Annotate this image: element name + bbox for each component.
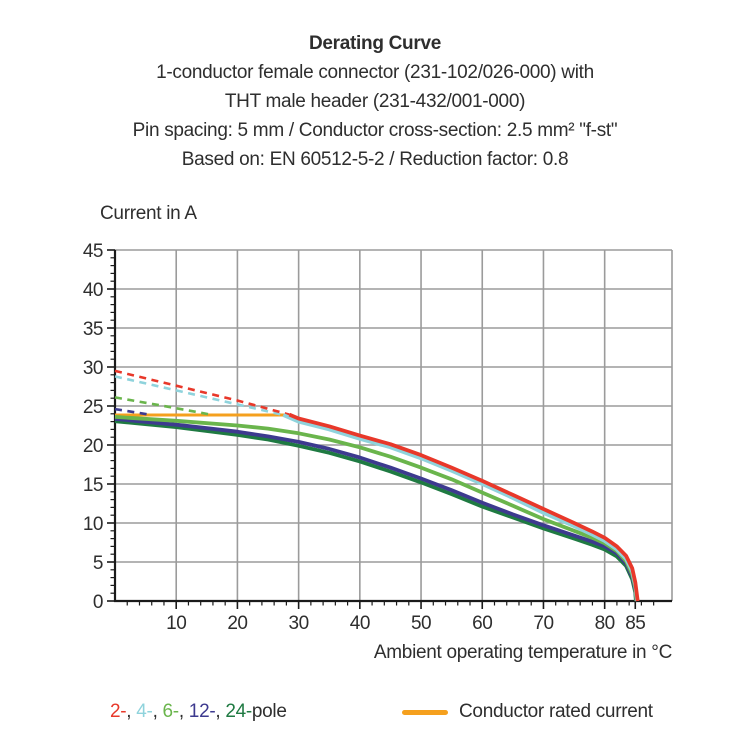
axis-ticks [107, 249, 655, 609]
legend-pole-suffix: pole [251, 701, 287, 722]
y-tick-label: 5 [93, 553, 103, 574]
x-tick-label: 80 [595, 613, 615, 634]
y-tick-label: 20 [83, 436, 103, 457]
y-tick-label: 0 [93, 592, 103, 613]
chart-title: Derating Curve [308, 33, 441, 54]
chart-subtitle-line-2: THT male header (231-432/001-000) [224, 91, 526, 112]
chart-subtitle-line-4: Based on: EN 60512-5-2 / Reduction facto… [181, 149, 569, 170]
axes [113, 250, 672, 603]
pole-legend: 2-, 4-, 6-, 12-, 24-pole [110, 701, 287, 723]
curve-4-pole-above-rating [114, 375, 284, 417]
y-tick-label: 25 [83, 397, 103, 418]
rated-current-label: Conductor rated current [459, 701, 653, 722]
legend-6-pole: 6- [162, 701, 180, 722]
y-axis-title: Current in A [100, 203, 197, 224]
chart-subtitle-line-3: Pin spacing: 5 mm / Conductor cross-sect… [132, 120, 618, 141]
legend-12-pole: 12- [188, 701, 216, 722]
curve-6-pole-above-rating [114, 396, 214, 417]
legend-4-pole: 4- [136, 701, 153, 722]
x-tick-label: 60 [472, 613, 492, 634]
x-tick-label: 20 [227, 613, 247, 634]
x-tick-label: 50 [411, 613, 431, 634]
curve-2-pole-above-rating [114, 369, 290, 416]
chart-header: Derating Curve 1-conductor female connec… [0, 29, 750, 174]
x-tick-label: 30 [289, 613, 309, 634]
y-tick-label: 45 [83, 241, 103, 262]
x-tick-label: 10 [166, 613, 186, 634]
y-tick-label: 40 [83, 280, 103, 301]
y-tick-label: 30 [83, 358, 103, 379]
rated-current-legend: Conductor rated current [402, 701, 653, 723]
legend-separator: , [152, 701, 163, 722]
x-axis-title: Ambient operating temperature in °C [373, 642, 672, 663]
gridlines [115, 249, 673, 601]
curve-12-pole-above-rating [114, 407, 152, 417]
tick-labels: 10 20 30 40 50 60 70 80 85 0 5 10 15 20 25 30 35 40 45 [83, 241, 646, 634]
chart-subtitle-line-1: 1-conductor female connector (231-102/02… [156, 62, 594, 83]
rated-current-line-swatch [402, 709, 448, 715]
y-tick-label: 15 [83, 475, 103, 496]
y-tick-label: 35 [83, 319, 103, 340]
y-tick-label: 10 [83, 514, 103, 535]
legend-separator: , [178, 701, 189, 722]
legend-2-pole: 2- [110, 701, 127, 722]
derating-curve-chart: 10 20 30 40 50 60 70 80 85 0 5 10 15 20 25 30 35 40 45 [83, 241, 673, 634]
curve-12-pole [114, 417, 639, 602]
x-tick-label: 40 [350, 613, 370, 634]
x-tick-label: 85 [625, 613, 645, 634]
legend-separator: , [215, 701, 226, 722]
x-tick-label: 70 [533, 613, 553, 634]
curve-2-pole [288, 412, 640, 602]
legend-24-pole: 24- [225, 701, 252, 722]
curve-24-pole [114, 419, 638, 602]
series [114, 369, 640, 602]
legend-separator: , [126, 701, 137, 722]
